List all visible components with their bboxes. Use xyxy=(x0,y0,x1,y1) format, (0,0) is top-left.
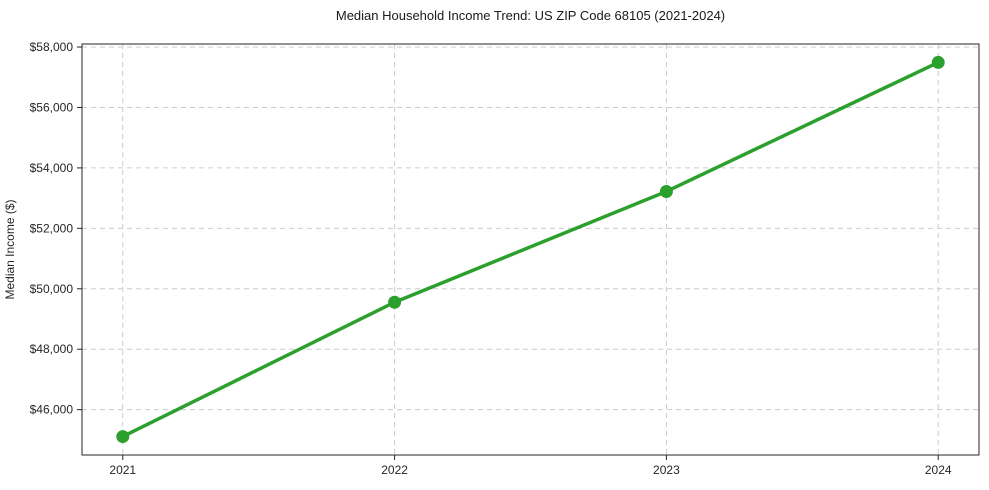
data-point-2023 xyxy=(659,184,673,198)
y-tick-label: $58,000 xyxy=(30,40,74,54)
plot-border xyxy=(81,43,980,456)
x-tick-label: 2023 xyxy=(653,463,680,477)
y-tick-label: $54,000 xyxy=(30,161,74,175)
tick-labels: 2021 2022 2023 2024 $46,000 $48,000 $50,000 $52… xyxy=(30,40,952,477)
income-trend-line xyxy=(121,60,940,439)
gridlines xyxy=(82,44,979,455)
x-tick-label: 2024 xyxy=(925,463,952,477)
tick-marks xyxy=(77,46,939,460)
data-point-2022 xyxy=(388,295,402,309)
chart-title: Median Household Income Trend: US ZIP Co… xyxy=(335,8,726,23)
y-tick-label: $48,000 xyxy=(30,342,74,356)
data-point-2024 xyxy=(931,55,945,69)
y-tick-label: $52,000 xyxy=(30,221,74,235)
y-tick-label: $56,000 xyxy=(30,100,74,114)
data-point-2021 xyxy=(116,430,130,444)
y-tick-label: $46,000 xyxy=(30,403,74,417)
y-axis-label: Median Income ($) xyxy=(3,199,17,299)
x-tick-label: 2022 xyxy=(381,463,408,477)
x-tick-label: 2021 xyxy=(109,463,136,477)
y-tick-label: $50,000 xyxy=(30,282,74,296)
